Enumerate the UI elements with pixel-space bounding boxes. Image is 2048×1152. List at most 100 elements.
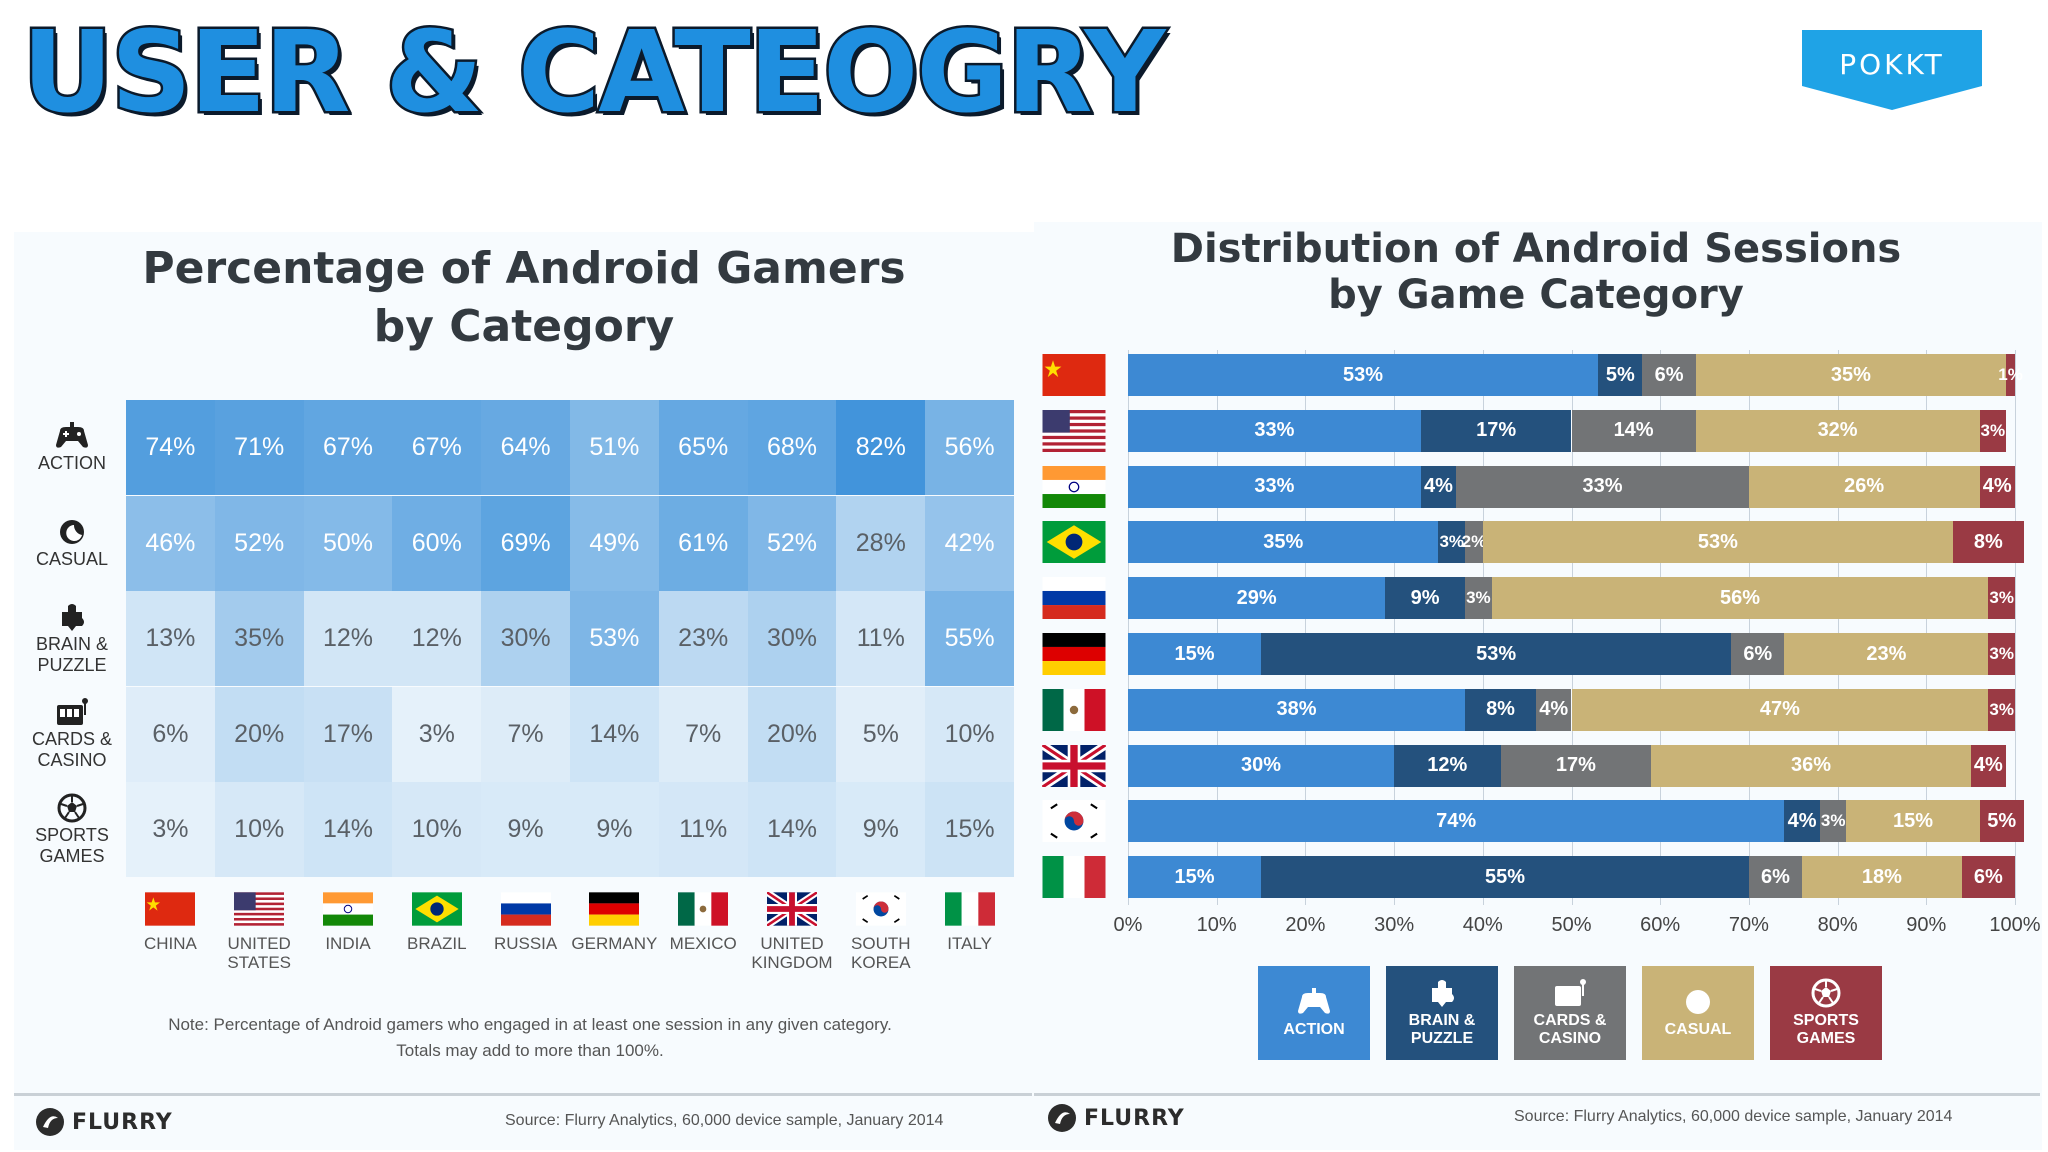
china-flag-icon (145, 892, 196, 926)
country-name: SOUTH KOREA (851, 934, 911, 972)
legend-label: CARDS & CASINO (1533, 1012, 1607, 1047)
bar-segment: 4% (1420, 465, 1457, 508)
heatmap-cell: 23% (658, 591, 748, 686)
pokkt-logo (1800, 28, 1984, 112)
legend-item: ACTION (1258, 966, 1370, 1060)
heatmap-cell: 28% (836, 495, 926, 591)
bar-segment: 3% (1819, 800, 1847, 843)
heatmap-cell: 9% (481, 782, 570, 877)
heatmap-cell: 14% (303, 782, 393, 877)
heatmap-cell: 55% (925, 591, 1014, 686)
heatmap-cell: 74% (126, 400, 215, 495)
heatmap-cell: 10% (925, 686, 1014, 782)
heatmap-cell: 65% (658, 400, 748, 495)
bar-segment: 36% (1651, 744, 1971, 787)
heatmap-cell: 5% (836, 686, 926, 782)
x-gridline (1216, 350, 1218, 905)
slot-machine-icon (1555, 979, 1586, 1006)
gamepad-icon (56, 422, 88, 448)
heatmap-cell: 20% (214, 686, 304, 782)
bar-segment: 33% (1456, 465, 1749, 508)
legend-label: BRAIN & PUZZLE (1408, 1012, 1476, 1047)
heatmap-cell: 10% (392, 782, 482, 877)
usa-flag-icon (1042, 409, 1106, 452)
bar-segment: 4% (1784, 800, 1820, 843)
bar-segment: 14% (1571, 409, 1696, 452)
usa-flag-icon (234, 892, 285, 926)
heatmap-cell: 12% (303, 591, 393, 686)
heatmap-column-label: ITALY (925, 892, 1014, 953)
left-note-line2: Totals may add to more than 100%. (396, 1041, 664, 1060)
country-name: UNITED STATES (227, 934, 291, 972)
x-tick-label: 50% (1551, 914, 1592, 936)
right-flurry-text: FLURRY (1084, 1105, 1185, 1131)
bar-segment: 38% (1128, 688, 1466, 731)
heatmap-cell: 9% (570, 782, 659, 877)
soccer-ball-icon (1811, 978, 1841, 1008)
x-tick-label: 100% (1989, 914, 2041, 936)
bar-segment: 6% (1731, 633, 1785, 675)
germany-flag-icon (1042, 633, 1106, 675)
heatmap-cell: 17% (303, 686, 393, 782)
heatmap-cell: 52% (747, 495, 837, 591)
heatmap-cell: 12% (392, 591, 482, 686)
bar-segment: 4% (1979, 465, 2015, 508)
left-chart-title-line2: by Category (373, 301, 675, 352)
bar-segment: 17% (1420, 409, 1572, 452)
bar-segment: 47% (1571, 688, 1989, 731)
left-footer-divider (14, 1093, 1032, 1096)
china-flag-icon (1042, 354, 1106, 396)
bar-segment: 3% (1465, 577, 1492, 620)
heatmap-row-label: SPORTS GAMES (18, 782, 126, 877)
heatmap-column-label: BRAZIL (392, 892, 481, 953)
bar-segment: 4% (1970, 744, 2007, 787)
heatmap-cell: 53% (570, 591, 659, 686)
heatmap-row-label: BRAIN & PUZZLE (18, 591, 126, 686)
mexico-flag-icon (678, 892, 729, 926)
brazil-flag-icon (1042, 521, 1106, 564)
russia-flag-icon (1042, 577, 1106, 620)
bar-segment: 30% (1128, 744, 1395, 787)
country-name: UNITED KINGDOM (751, 934, 833, 972)
heatmap-cell: 71% (214, 400, 304, 495)
brazil-flag-icon (411, 892, 462, 926)
x-gridline (1748, 350, 1750, 905)
legend-item: CARDS & CASINO (1514, 966, 1626, 1060)
x-tick-label: 10% (1196, 914, 1237, 936)
heatmap-cell: 69% (481, 495, 570, 591)
south-korea-flag-icon (1042, 800, 1106, 843)
heatmap-cell: 14% (570, 686, 659, 782)
italy-flag-icon (944, 892, 995, 926)
left-note-line1: Note: Percentage of Android gamers who e… (168, 1015, 892, 1034)
bar-segment: 15% (1846, 800, 1980, 843)
bar-segment: 3% (1988, 633, 2015, 675)
bar-segment: 15% (1128, 633, 1262, 675)
moon-icon (1686, 990, 1710, 1014)
left-note: Note: Percentage of Android gamers who e… (130, 1012, 930, 1064)
left-source: Source: Flurry Analytics, 60,000 device … (505, 1112, 944, 1129)
x-gridline (1128, 350, 1129, 905)
x-tick-label: 70% (1728, 914, 1769, 936)
heatmap-cell: 35% (214, 591, 304, 686)
heatmap-cell: 3% (126, 782, 215, 877)
heatmap-row-label-text: BRAIN & PUZZLE (35, 633, 109, 675)
bar-segment: 9% (1385, 577, 1466, 620)
germany-flag-icon (589, 892, 640, 926)
moon-icon (60, 519, 84, 544)
country-name: CHINA (143, 934, 197, 953)
bar-segment: 55% (1261, 856, 1749, 899)
left-flurry-text: FLURRY (72, 1109, 173, 1135)
heatmap-cell: 49% (570, 495, 659, 591)
x-gridline (1571, 350, 1573, 905)
slot-machine-icon (57, 698, 88, 725)
legend-item: SPORTS GAMES (1770, 966, 1882, 1060)
heatmap-cell: 9% (836, 782, 926, 877)
right-source: Source: Flurry Analytics, 60,000 device … (1514, 1108, 1953, 1125)
heatmap-cell: 42% (925, 495, 1014, 591)
heatmap-row-label: CARDS & CASINO (18, 687, 126, 782)
bar-segment: 12% (1394, 744, 1501, 787)
heatmap-cell: 15% (925, 782, 1014, 877)
bar-segment: 5% (1598, 354, 1643, 396)
heatmap-cell: 20% (747, 686, 837, 782)
heatmap-cell: 7% (481, 686, 570, 782)
